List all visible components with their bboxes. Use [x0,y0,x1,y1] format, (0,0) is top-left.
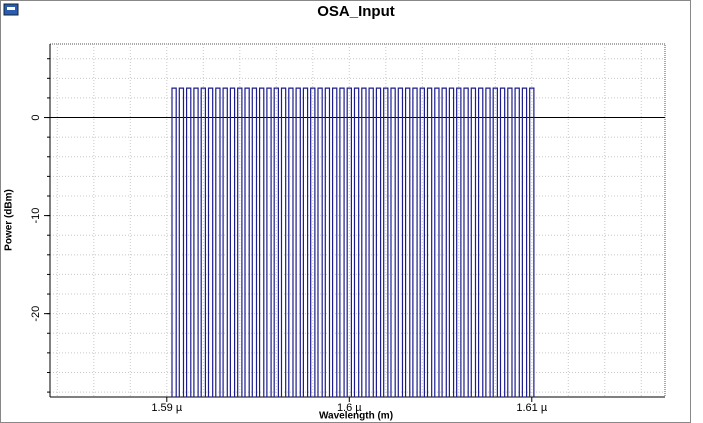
channel-peak [434,87,440,397]
channel-peak [200,87,206,397]
y-tick-label: 0 [30,114,42,120]
channel-peak [295,87,301,397]
channel-peak [331,87,338,397]
channel-peak [266,87,272,397]
channel-peak [310,87,316,397]
channel-peak [302,87,309,397]
channel-peak [419,87,425,397]
channel-peak [485,87,491,397]
channel-peak [207,87,214,397]
channel-peak [477,87,484,397]
channel-peak [441,87,447,397]
channel-peak [215,87,221,397]
channel-peak [280,87,287,397]
channel-peak [426,87,433,397]
channel-peak [193,87,199,397]
channel-peak [171,87,177,397]
channel-peak [178,87,185,397]
channel-peak [229,87,236,397]
channel-peak [258,87,265,397]
channel-peak [288,87,294,397]
channel-peak [499,87,506,397]
channel-peak [375,87,382,397]
channel-peak [456,87,462,397]
channel-peak [390,87,396,397]
y-tick-label: -10 [30,208,42,224]
channel-peak [346,87,352,397]
channel-peak [470,87,477,397]
y-axis-label: Power (dBm) [4,189,15,251]
channel-peak [353,87,360,397]
channel-peak [317,87,323,397]
chart-title: OSA_Input [317,3,395,20]
plot-area [49,43,666,398]
channel-peak [492,87,498,397]
x-tick-label: 1.61 µ [516,402,547,414]
channel-peak [273,87,279,397]
y-tick-label: -20 [30,306,42,322]
channel-peak [529,87,535,397]
channel-peak [412,87,418,397]
channel-peak [507,87,513,397]
channel-peak [237,87,243,397]
channel-peak [368,87,374,397]
channel-peak [521,87,528,397]
channel-peak [324,87,331,397]
channel-peak [404,87,411,397]
channel-peak [339,87,345,397]
channel-peak [383,87,389,397]
channel-peak [448,87,455,397]
channel-peak [514,87,520,397]
channel-peak [185,87,192,397]
channel-peak [361,87,367,397]
x-axis-label: Wavelength (m) [319,411,393,422]
channel-peak [463,87,469,397]
channel-peak [251,87,258,397]
x-tick-label: 1.59 µ [151,402,182,414]
x-tick-label: 1.6 µ [337,402,362,414]
channel-peak [397,87,404,397]
channel-peak [244,87,250,397]
channel-peak [222,87,228,397]
window-icon-detail [7,7,15,10]
